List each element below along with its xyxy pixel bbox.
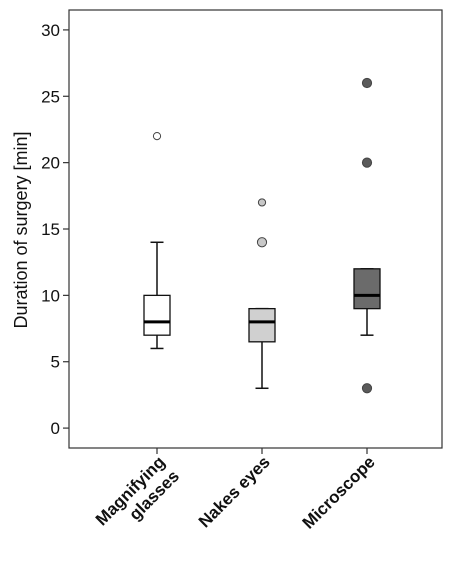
outlier-microscope-1 [361, 157, 373, 168]
outlier-microscope-0 [361, 383, 373, 394]
y-tick-label-15: 15 [41, 220, 60, 239]
x-label-magnifying-glasses: Magnifyingglasses [92, 452, 183, 543]
x-label-line-nakes-eyes-0: Nakes eyes [195, 452, 274, 531]
y-tick-label-30: 30 [41, 21, 60, 40]
outlier-nakes-eyes-0 [256, 237, 268, 248]
y-tick-label-20: 20 [41, 154, 60, 173]
y-tick-label-10: 10 [41, 286, 60, 305]
outlier-nakes-eyes-1 [257, 198, 267, 207]
y-axis-title: Duration of surgery [min] [11, 131, 31, 328]
x-label-nakes-eyes: Nakes eyes [195, 452, 274, 531]
box-magnifying-glasses [143, 294, 171, 336]
x-label-microscope: Microscope [299, 452, 379, 532]
outlier-microscope-2 [361, 77, 373, 89]
box-nakes-eyes [248, 307, 276, 343]
box-microscope [353, 268, 381, 310]
plot-frame [68, 9, 443, 449]
y-tick-label-25: 25 [41, 87, 60, 106]
outlier-magnifying-glasses-0 [152, 131, 162, 141]
y-tick-label-0: 0 [51, 419, 60, 438]
x-label-line-microscope-0: Microscope [299, 452, 379, 532]
y-tick-label-5: 5 [51, 353, 60, 372]
plot-area: 0 5 10 15 20 25 30 Magnifyingglasses Nakes eyes M… [41, 9, 443, 543]
